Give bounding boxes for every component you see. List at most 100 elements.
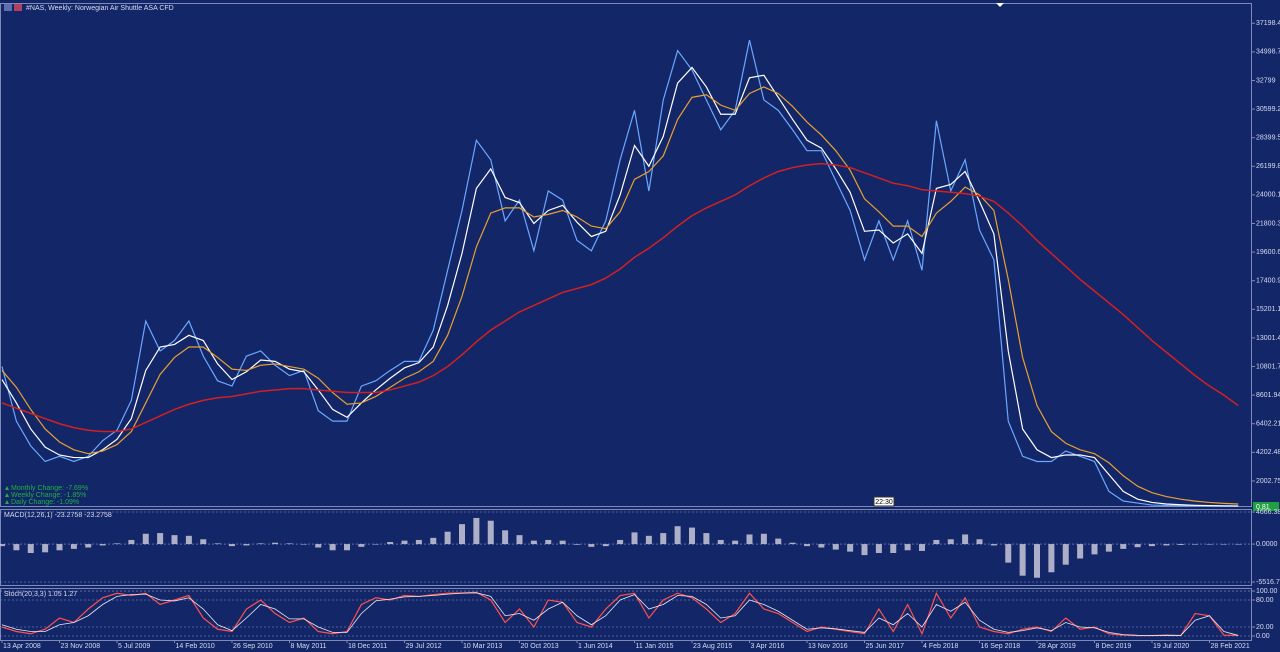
histogram-bar	[818, 544, 825, 548]
y-tick-label: -5516.76	[1256, 579, 1280, 586]
histogram-bar	[415, 539, 422, 545]
histogram-bar	[286, 543, 293, 545]
histogram-bar	[746, 534, 753, 545]
x-tick-label: 14 Feb 2010	[176, 643, 215, 650]
series-line	[1, 162, 1239, 433]
y-tick-label: 80.00	[1256, 597, 1274, 604]
histogram-bar	[1220, 544, 1227, 545]
histogram-bar	[257, 543, 264, 545]
x-tick-label: 28 Feb 2021	[1211, 643, 1250, 650]
x-tick-label: 28 Apr 2019	[1038, 643, 1076, 650]
histogram-bar	[847, 544, 854, 552]
histogram-bar	[459, 524, 465, 545]
x-tick-label: 13 Apr 2008	[3, 643, 41, 650]
histogram-bar	[861, 544, 868, 556]
x-tick-label: 13 Nov 2016	[808, 643, 848, 650]
histogram-bar	[545, 539, 552, 545]
histogram-bar	[229, 544, 235, 547]
histogram-bar	[13, 544, 20, 551]
x-tick-label: 8 May 2011	[291, 643, 327, 650]
histogram-bar	[1177, 544, 1184, 545]
x-tick-label: 5 Jul 2009	[118, 643, 150, 650]
main-panel-frame	[0, 3, 1252, 507]
x-tick-label: 8 Dec 2019	[1096, 643, 1132, 650]
histogram-bar	[789, 542, 796, 545]
panel-title: Stoch(20,3,3) 1.05 1.27	[4, 591, 77, 598]
histogram-bar	[559, 540, 566, 545]
histogram-bar	[430, 537, 437, 545]
y-tick-label: 15201.1	[1256, 306, 1280, 313]
histogram-bar	[732, 540, 739, 545]
histogram-bar	[1235, 544, 1242, 545]
info-line: Weekly Change: -1.85%	[11, 492, 86, 499]
histogram-bar	[99, 544, 106, 546]
histogram-bar	[962, 534, 969, 545]
histogram-bar	[1005, 544, 1012, 563]
x-tick-label: 19 Jul 2020	[1153, 643, 1189, 650]
histogram-bar	[473, 517, 480, 545]
histogram-bar	[588, 544, 595, 547]
histogram-bar	[1034, 544, 1040, 578]
histogram-bar	[1120, 544, 1127, 549]
histogram-bar	[631, 532, 638, 545]
y-tick-label: 34998.7	[1256, 49, 1280, 56]
histogram-bar	[27, 544, 34, 554]
histogram-bar	[114, 543, 120, 545]
histogram-bar	[0, 544, 5, 547]
x-tick-label: 3 Apr 2016	[751, 643, 785, 650]
x-tick-label: 18 Dec 2011	[348, 643, 387, 650]
histogram-bar	[387, 542, 394, 545]
histogram-bar	[703, 533, 710, 545]
series-line	[1, 592, 1239, 636]
histogram-bar	[243, 544, 250, 546]
histogram-bar	[1149, 544, 1155, 547]
x-tick-label: 10 Mar 2013	[463, 643, 502, 650]
histogram-bar	[919, 544, 925, 551]
y-tick-label: 2002.75	[1256, 478, 1280, 485]
y-tick-label: 0.00	[1256, 633, 1270, 640]
histogram-bar	[674, 526, 681, 545]
y-tick-label: 17400.9	[1256, 278, 1280, 285]
histogram-bar	[157, 533, 164, 545]
histogram-bar	[775, 538, 782, 545]
histogram-bar	[875, 544, 882, 554]
y-tick-label: 28399.5	[1256, 135, 1280, 142]
y-tick-label: 26199.8	[1256, 163, 1280, 170]
histogram-bar	[142, 533, 149, 545]
x-tick-label: 16 Sep 2018	[981, 643, 1021, 650]
change-arrow	[5, 486, 9, 490]
histogram-bar	[444, 531, 451, 545]
histogram-bar	[990, 544, 997, 546]
series-line	[1, 591, 1239, 637]
histogram-bar	[832, 544, 839, 550]
x-tick-label: 23 Nov 2008	[61, 643, 101, 650]
histogram-bar	[1062, 544, 1069, 565]
time-label: 22:30	[875, 499, 893, 506]
window-icon	[4, 4, 12, 11]
histogram-bar	[42, 544, 49, 553]
histogram-bar	[70, 544, 77, 549]
histogram-bar	[272, 542, 279, 545]
y-tick-label: 8601.94	[1256, 392, 1280, 399]
change-arrow	[5, 500, 9, 504]
x-tick-label: 25 Jun 2017	[866, 643, 905, 650]
last-price-label: 0.81	[1256, 504, 1270, 511]
histogram-bar	[530, 540, 537, 545]
histogram-bar	[976, 539, 983, 545]
histogram-bar	[890, 544, 897, 554]
y-tick-label: 19600.6	[1256, 249, 1280, 256]
histogram-bar	[660, 533, 667, 545]
chart-title: #NAS, Weekly: Norwegian Air Shuttle ASA …	[26, 5, 174, 12]
x-tick-label: 29 Jul 2012	[406, 643, 442, 650]
histogram-bar	[804, 544, 810, 547]
histogram-bar	[171, 535, 178, 545]
y-tick-label: 30599.2	[1256, 106, 1280, 113]
histogram-bar	[56, 544, 63, 551]
y-tick-label: 100.00	[1256, 588, 1278, 595]
histogram-bar	[372, 544, 379, 545]
y-tick-label: 13001.4	[1256, 335, 1280, 342]
y-tick-label: 32799	[1256, 77, 1276, 84]
histogram-bar	[904, 544, 911, 551]
